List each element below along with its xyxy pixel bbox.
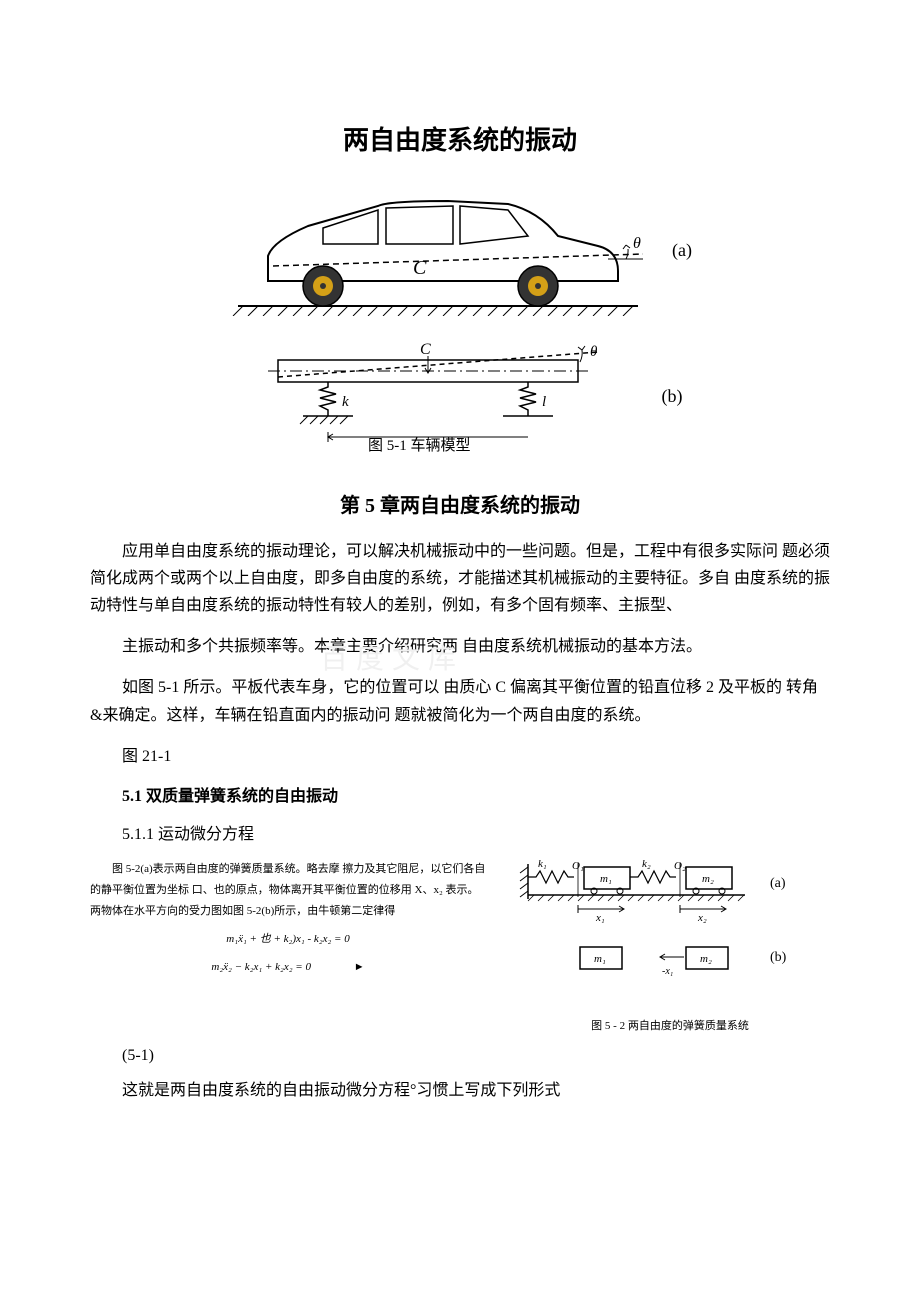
svg-text:m₁: m₁ <box>594 953 606 965</box>
left-column: 图 5-2(a)表示两自由度的弹簧质量系统。略去摩 擦力及其它阻尼，以它们各自的… <box>90 859 486 1035</box>
equation-number: (5-1) <box>90 1043 830 1069</box>
paragraph-4: 图 21-1 <box>90 743 830 770</box>
section-5-1-title: 5.1 双质量弹簧系统的自由振动 <box>90 784 830 810</box>
svg-text:l: l <box>542 394 546 410</box>
svg-text:θ: θ <box>590 344 598 360</box>
equation-1: m₁ẍ₁ + 也 + k₂)x₁ - k₂x₂ = 0 <box>90 928 486 950</box>
equation-2-text: m₂ẍ₂ − k₂x₁ + k₂x₂ = 0 <box>211 961 311 973</box>
svg-text:k₂: k₂ <box>642 859 651 870</box>
svg-text:C: C <box>420 341 431 358</box>
paragraph-2: 主振动和多个共振频率等。本章主要介绍研究两 自由度系统机械振动的基本方法。 <box>90 633 830 660</box>
document-title: 两自由度系统的振动 <box>90 120 830 162</box>
right-column: k₁ O₁ m₁ k₂ O₂ m₂ <box>510 859 830 1035</box>
svg-text:-x₁: -x₁ <box>662 966 673 977</box>
figure-label-a: (a) <box>672 236 692 265</box>
svg-text:(a): (a) <box>770 876 786 891</box>
car-diagram-icon: C θ <box>228 186 648 316</box>
spring-mass-diagram-icon: k₁ O₁ m₁ k₂ O₂ m₂ <box>510 859 830 999</box>
beam-diagram-icon: C θ k l 图 5-1 车辆模型 <box>238 332 638 462</box>
svg-text:图 5-1 车辆模型: 图 5-1 车辆模型 <box>368 437 471 454</box>
paragraph-5: 这就是两自由度系统的自由振动微分方程°习惯上写成下列形式 <box>90 1077 830 1104</box>
subsection-5-1-1-title: 5.1.1 运动微分方程 <box>90 822 830 848</box>
two-column-block: 图 5-2(a)表示两自由度的弹簧质量系统。略去摩 擦力及其它阻尼，以它们各自的… <box>90 859 830 1035</box>
svg-text:C: C <box>413 257 427 279</box>
svg-text:m₂: m₂ <box>702 873 714 885</box>
left-small-text: 图 5-2(a)表示两自由度的弹簧质量系统。略去摩 擦力及其它阻尼，以它们各自的… <box>90 859 486 922</box>
figure-label-b: (b) <box>662 382 683 411</box>
paragraph-3: 如图 5-1 所示。平板代表车身，它的位置可以 由质心 C 偏离其平衡位置的铅直… <box>90 674 830 728</box>
svg-text:x₂: x₂ <box>697 912 707 924</box>
svg-text:x₁: x₁ <box>595 912 605 924</box>
figure-5-1-b: C θ k l 图 5-1 车辆模型 (b) <box>90 332 830 462</box>
svg-text:m₂: m₂ <box>700 953 712 965</box>
equation-2: m₂ẍ₂ − k₂x₁ + k₂x₂ = 0 ► <box>90 956 486 978</box>
svg-text:(b): (b) <box>770 950 787 965</box>
svg-text:k₁: k₁ <box>538 859 547 870</box>
chapter-title: 第 5 章两自由度系统的振动 <box>90 490 830 522</box>
svg-text:m₁: m₁ <box>600 873 612 885</box>
svg-text:k: k <box>342 394 349 410</box>
paragraph-1: 应用单自由度系统的振动理论，可以解决机械振动中的一些问题。但是，工程中有很多实际… <box>90 538 830 620</box>
figure-5-2-caption: 图 5 - 2 两自由度的弹簧质量系统 <box>510 1018 830 1036</box>
svg-text:θ: θ <box>633 235 641 252</box>
figure-5-1-a: C θ (a) <box>90 186 830 316</box>
